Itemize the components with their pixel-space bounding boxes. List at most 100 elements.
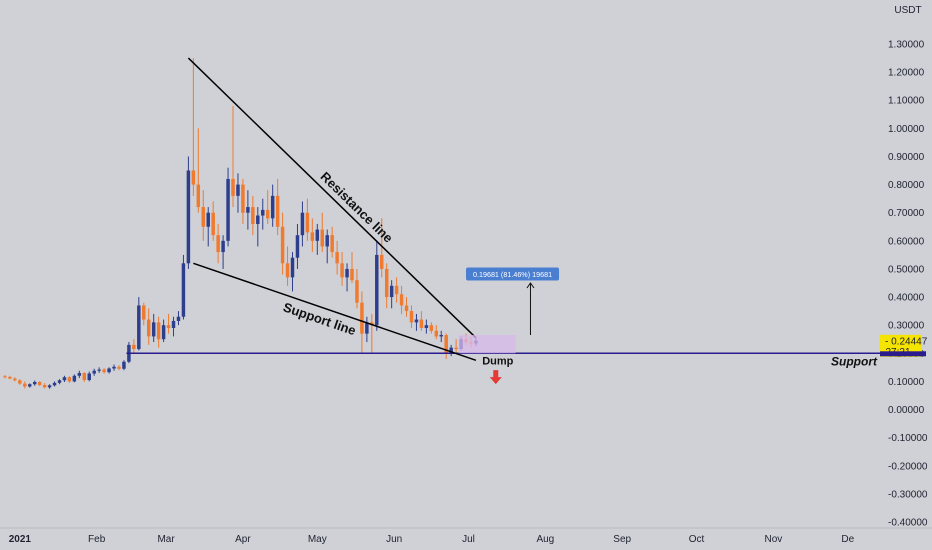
candle[interactable] bbox=[414, 313, 419, 331]
candle-body bbox=[399, 294, 404, 306]
candle[interactable] bbox=[161, 319, 166, 343]
candle[interactable] bbox=[122, 360, 126, 371]
candle[interactable] bbox=[211, 201, 215, 241]
x-tick-label: Jun bbox=[386, 534, 402, 545]
candle[interactable] bbox=[375, 240, 379, 331]
candle[interactable] bbox=[142, 302, 146, 326]
candle[interactable] bbox=[325, 229, 329, 264]
candle[interactable] bbox=[176, 311, 181, 326]
candle[interactable] bbox=[62, 375, 67, 382]
candle[interactable] bbox=[231, 105, 235, 208]
candle[interactable] bbox=[360, 291, 364, 354]
candle[interactable] bbox=[37, 381, 42, 387]
price-range-box[interactable] bbox=[458, 335, 516, 354]
candle[interactable] bbox=[67, 376, 72, 383]
candle[interactable] bbox=[8, 375, 12, 380]
candle[interactable] bbox=[404, 297, 409, 317]
candle[interactable] bbox=[256, 207, 260, 247]
candle[interactable] bbox=[285, 246, 290, 286]
candle[interactable] bbox=[23, 381, 27, 389]
candle[interactable] bbox=[444, 333, 448, 359]
candle[interactable] bbox=[439, 330, 443, 343]
candle[interactable] bbox=[290, 252, 295, 292]
candle[interactable] bbox=[315, 223, 320, 255]
candle[interactable] bbox=[305, 198, 310, 241]
candle[interactable] bbox=[226, 167, 230, 247]
candle[interactable] bbox=[181, 254, 186, 320]
candle[interactable] bbox=[186, 156, 191, 269]
candle-body bbox=[122, 361, 126, 369]
candle[interactable] bbox=[102, 367, 106, 374]
candle-body bbox=[18, 380, 22, 384]
support-trend-line[interactable] bbox=[193, 262, 477, 362]
candle[interactable] bbox=[3, 374, 7, 379]
candle[interactable] bbox=[57, 379, 62, 385]
candle[interactable] bbox=[380, 218, 384, 278]
candle[interactable] bbox=[340, 252, 344, 286]
candle[interactable] bbox=[270, 184, 275, 227]
candle[interactable] bbox=[275, 178, 280, 236]
candle[interactable] bbox=[196, 128, 201, 213]
candle[interactable] bbox=[241, 178, 245, 224]
candle[interactable] bbox=[365, 316, 369, 343]
candle[interactable] bbox=[389, 280, 394, 309]
candle[interactable] bbox=[52, 381, 57, 387]
candle[interactable] bbox=[92, 368, 96, 376]
candle[interactable] bbox=[434, 325, 439, 340]
candle[interactable] bbox=[320, 212, 324, 253]
candle[interactable] bbox=[42, 383, 47, 389]
candle[interactable] bbox=[449, 344, 453, 357]
candle[interactable] bbox=[409, 305, 414, 328]
candle[interactable] bbox=[221, 235, 225, 269]
candle[interactable] bbox=[251, 195, 255, 236]
candle[interactable] bbox=[47, 384, 52, 389]
candle[interactable] bbox=[370, 313, 374, 354]
candle[interactable] bbox=[13, 377, 17, 382]
candle[interactable] bbox=[107, 367, 111, 374]
candle[interactable] bbox=[32, 380, 37, 386]
candle[interactable] bbox=[454, 339, 458, 354]
candle[interactable] bbox=[384, 263, 389, 309]
candle[interactable] bbox=[295, 223, 300, 269]
candle[interactable] bbox=[18, 379, 22, 385]
candle[interactable] bbox=[201, 190, 206, 241]
candle[interactable] bbox=[151, 313, 156, 343]
candle[interactable] bbox=[265, 190, 270, 224]
candle[interactable] bbox=[429, 322, 434, 334]
candle[interactable] bbox=[394, 277, 399, 303]
resistance-trend-line[interactable] bbox=[187, 57, 477, 339]
candle[interactable] bbox=[236, 173, 240, 213]
candle[interactable] bbox=[246, 190, 250, 230]
candle[interactable] bbox=[345, 263, 349, 292]
candle[interactable] bbox=[335, 240, 339, 275]
candle[interactable] bbox=[216, 223, 220, 264]
candle[interactable] bbox=[132, 339, 136, 354]
candle[interactable] bbox=[261, 198, 265, 230]
candle[interactable] bbox=[112, 364, 116, 371]
candle[interactable] bbox=[300, 201, 305, 247]
candle[interactable] bbox=[310, 218, 315, 253]
candle[interactable] bbox=[206, 207, 210, 247]
candle[interactable] bbox=[171, 316, 176, 337]
candle[interactable] bbox=[137, 297, 141, 351]
candle[interactable] bbox=[72, 374, 77, 383]
candle[interactable] bbox=[82, 372, 87, 382]
candle[interactable] bbox=[146, 308, 151, 345]
candle[interactable] bbox=[166, 313, 171, 334]
candle[interactable] bbox=[97, 367, 101, 373]
candle[interactable] bbox=[424, 319, 429, 334]
candle[interactable] bbox=[280, 212, 285, 275]
candle[interactable] bbox=[355, 268, 359, 309]
candle[interactable] bbox=[191, 58, 196, 196]
candle[interactable] bbox=[330, 226, 334, 258]
candle[interactable] bbox=[350, 252, 354, 283]
candle[interactable] bbox=[419, 311, 424, 331]
last-price-badge[interactable] bbox=[880, 334, 922, 357]
candle[interactable] bbox=[117, 365, 121, 371]
candle[interactable] bbox=[28, 383, 32, 388]
candle[interactable] bbox=[156, 316, 161, 348]
candle[interactable] bbox=[87, 371, 91, 382]
candle[interactable] bbox=[77, 370, 82, 379]
candle[interactable] bbox=[399, 285, 404, 314]
